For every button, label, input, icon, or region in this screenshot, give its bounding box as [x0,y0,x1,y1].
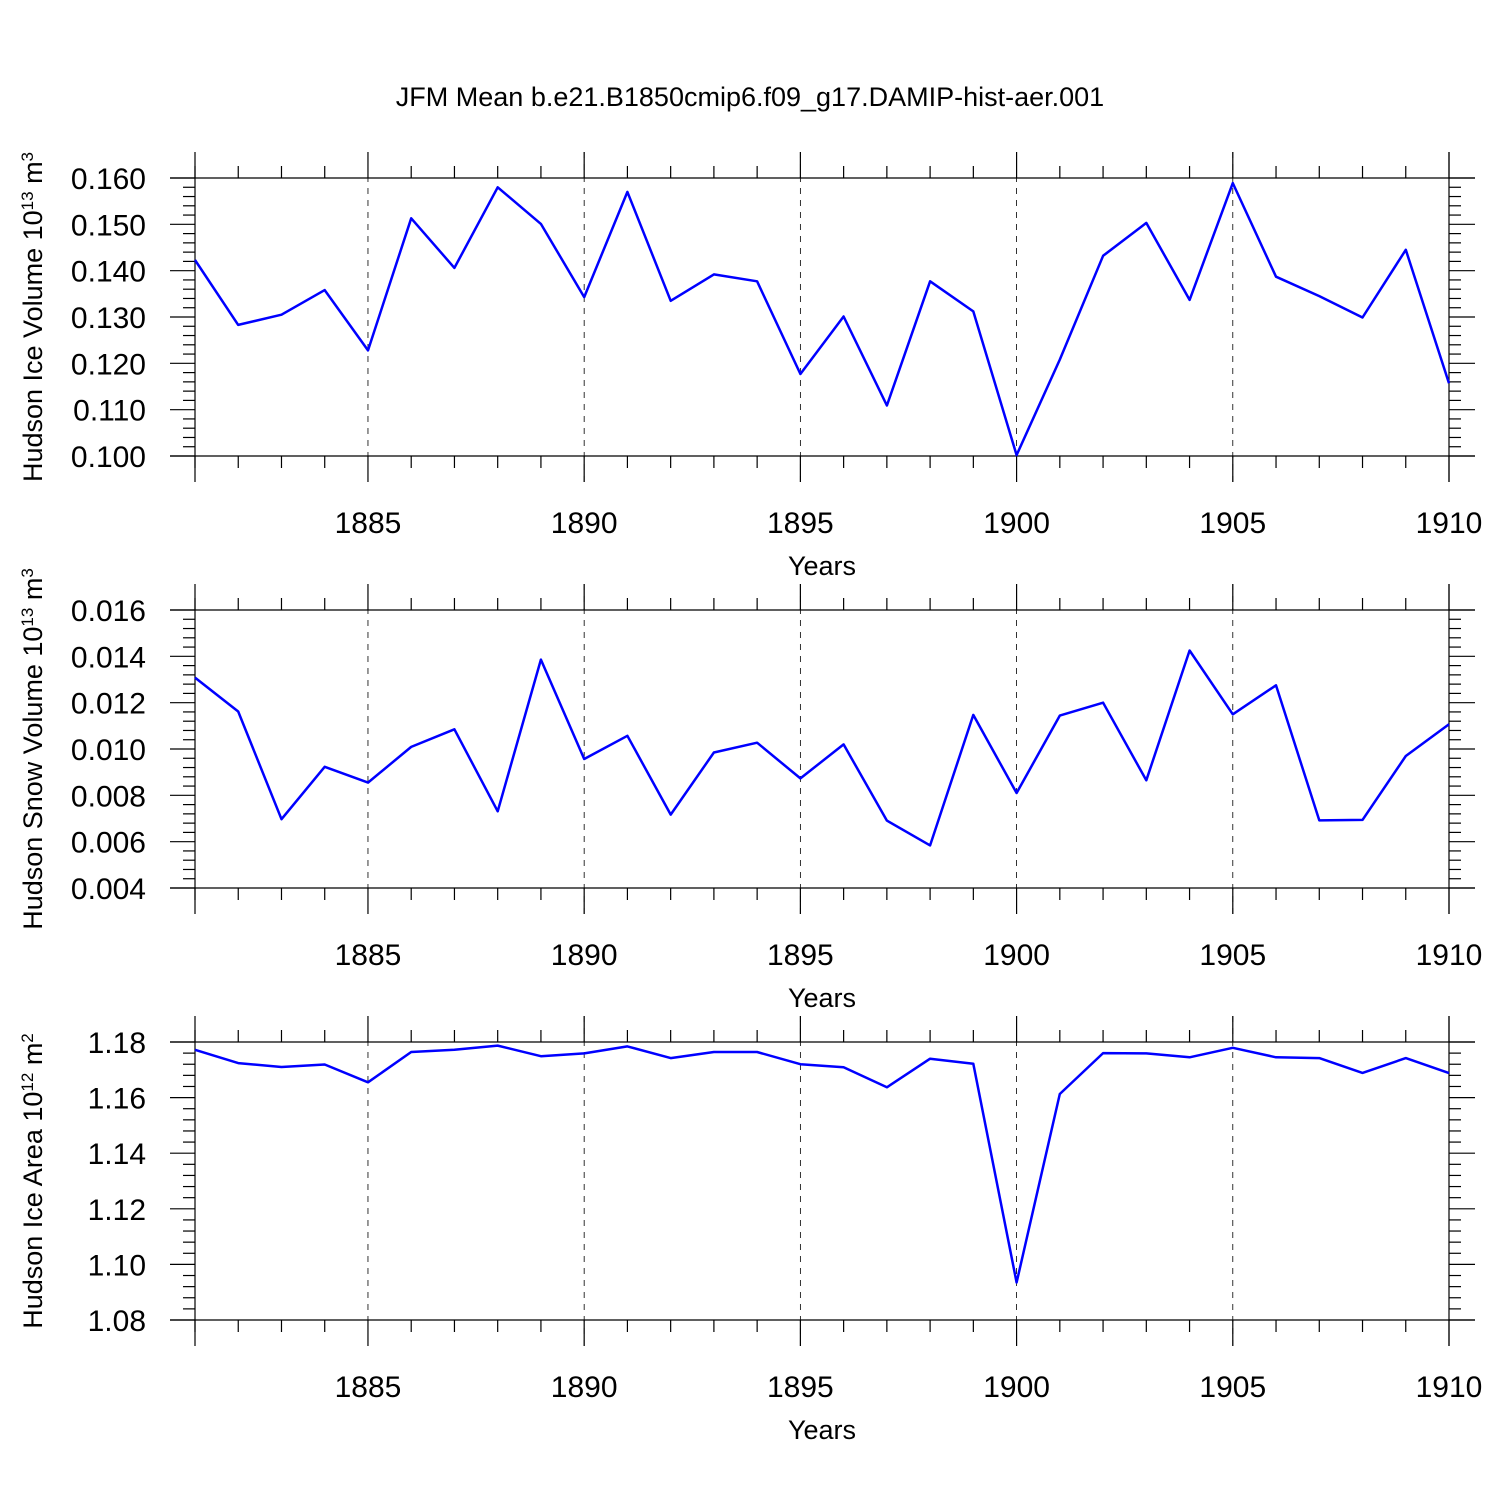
y-axis-label: Hudson Snow Volume 1013 m3 [18,568,49,930]
y-tick-label: 1.16 [88,1083,146,1116]
figure-title: JFM Mean b.e21.B1850cmip6.f09_g17.DAMIP-… [396,82,1104,112]
x-tick-label-1895: 1895 [767,1371,834,1404]
y-tick-label: 0.160 [71,163,146,196]
y-tick-label: 0.014 [71,641,146,674]
y-tick-label: 1.12 [88,1194,146,1227]
x-tick-label-1900: 1900 [983,939,1050,972]
y-tick-label: 0.120 [71,348,146,381]
y-axis-label-superscript: 2 [18,1033,37,1042]
chart-panel-1: 0.100 0.110 0.120 0.130 0.140 0.150 0.160 1885 1… [18,152,1483,581]
y-axis-label-text: m [18,578,48,608]
y-axis-label-text: Hudson Ice Volume 10 [18,210,48,482]
y-tick-label: 1.10 [88,1249,146,1282]
y-tick-label: 1.08 [88,1305,146,1338]
x-tick-label-1910: 1910 [1416,1371,1483,1404]
y-tick-label: 1.18 [88,1027,146,1060]
x-tick-label-1900: 1900 [983,1371,1050,1404]
y-tick-label: 0.008 [71,780,146,813]
y-axis-label-superscript: 13 [18,191,37,210]
y-axis-label-text: m [18,161,48,191]
x-tick-label-1910: 1910 [1416,507,1483,540]
y-tick-label: 0.110 [73,395,146,428]
series-line-hudson-ice-volume [193,181,1451,457]
y-tick-label: 0.130 [71,302,146,335]
y-tick-label: 0.006 [71,827,146,860]
y-axis-label-superscript: 13 [18,608,37,627]
y-tick-label: 0.140 [71,256,146,289]
y-tick-label: 0.010 [71,734,146,767]
x-tick-label-1885: 1885 [335,507,402,540]
x-tick-label-1905: 1905 [1199,507,1266,540]
y-tick-label: 1.14 [88,1138,146,1171]
y-axis-label-text: Hudson Snow Volume 10 [18,627,48,930]
y-tick-label: 0.016 [71,595,146,628]
y-tick-label: 0.012 [71,688,146,721]
x-axis-label: Years [788,1415,856,1445]
x-tick-label-1905: 1905 [1199,939,1266,972]
y-axis-label-superscript: 3 [18,568,37,577]
y-tick-label: 0.100 [71,441,146,474]
y-axis-label-text: m [18,1043,48,1073]
y-tick-label: 0.004 [71,873,146,906]
x-tick-label-1900: 1900 [983,507,1050,540]
x-tick-label-1890: 1890 [551,1371,618,1404]
x-tick-label-1885: 1885 [335,939,402,972]
x-tick-label-1910: 1910 [1416,939,1483,972]
series-line-hudson-ice-area [194,1044,1450,1284]
x-axis-label: Years [788,983,856,1013]
x-tick-label-1890: 1890 [551,507,618,540]
y-axis-label-superscript: 3 [18,152,37,161]
x-tick-label-1885: 1885 [335,1371,402,1404]
x-tick-label-1895: 1895 [767,939,834,972]
x-tick-label-1895: 1895 [767,507,834,540]
chart-panel-2: 0.004 0.006 0.008 0.010 0.012 0.014 0.016 1885 1… [18,568,1483,1013]
y-axis-label-superscript: 12 [18,1073,37,1092]
y-tick-label: 0.150 [71,209,146,242]
x-tick-label-1890: 1890 [551,939,618,972]
x-axis-label: Years [788,551,856,581]
y-axis-label-text: Hudson Ice Area 10 [18,1092,48,1329]
y-axis-label: Hudson Ice Volume 1013 m3 [18,152,49,482]
y-axis-label: Hudson Ice Area 1012 m2 [18,1033,49,1329]
x-tick-label-1905: 1905 [1199,1371,1266,1404]
chart-panel-3: 1.08 1.10 1.12 1.14 1.16 1.18 1885 1890 1895 1900… [18,1016,1483,1445]
series-line-hudson-snow-volume [194,649,1450,847]
